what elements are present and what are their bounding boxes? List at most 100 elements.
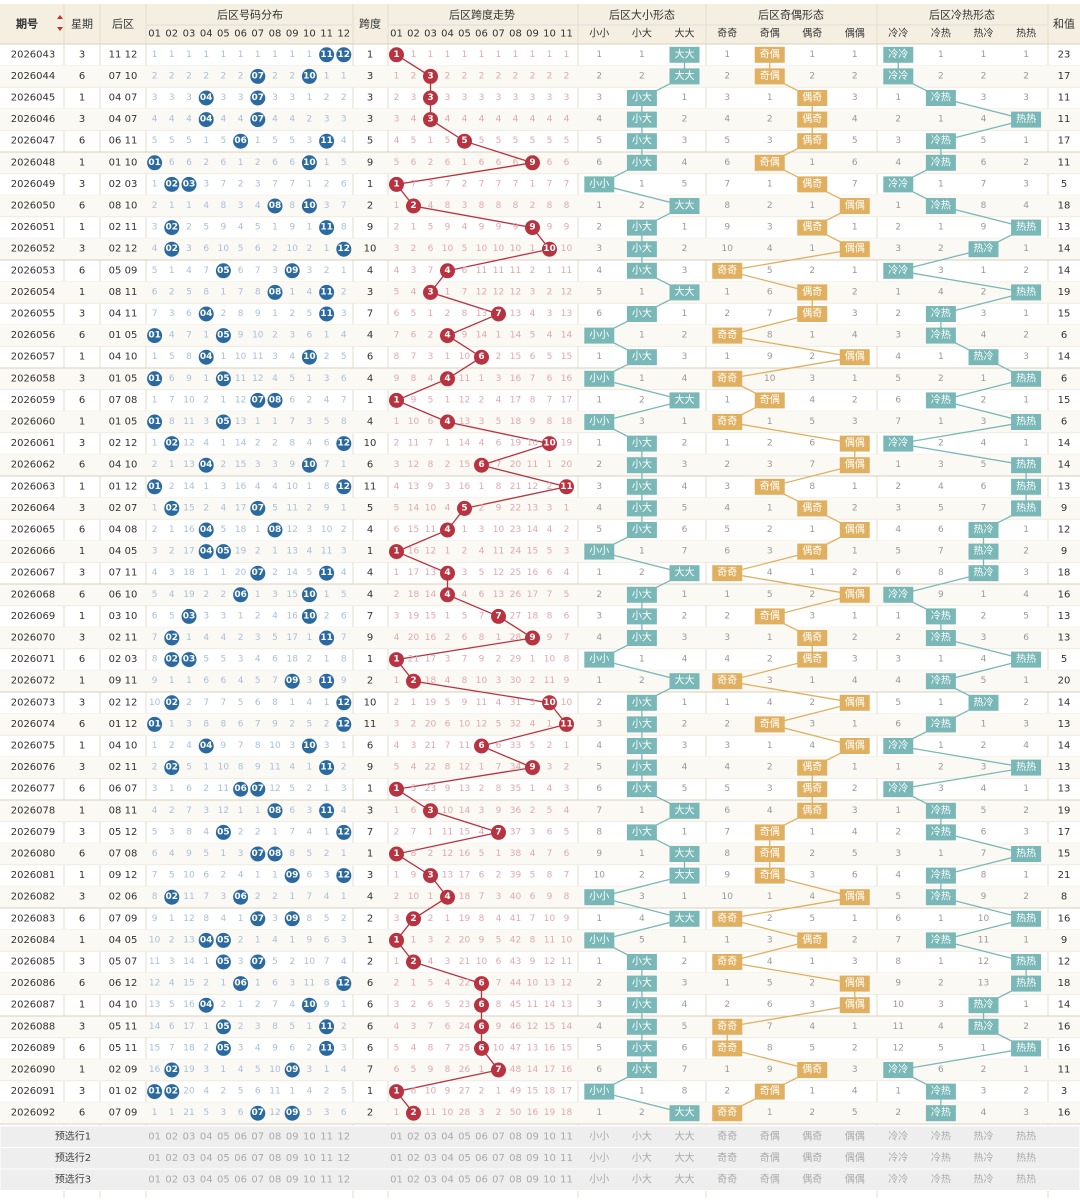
preselect-span[interactable]: 01: [390, 1131, 403, 1142]
preselect-span[interactable]: 03: [424, 1153, 437, 1164]
preselect-parity[interactable]: 奇奇: [717, 1129, 737, 1142]
preselect-hc[interactable]: 热冷: [974, 1129, 994, 1142]
preselect-num[interactable]: 06: [234, 1174, 247, 1185]
preselect-span[interactable]: 09: [526, 1131, 539, 1142]
preselect-size[interactable]: 大大: [675, 1151, 695, 1164]
preselect-parity[interactable]: 偶奇: [802, 1151, 822, 1164]
preselect-row[interactable]: 预选行1 01 02 03 04 05 06 07 08 09 10 11 12 01 02 03 04 05 06…: [0, 1125, 1080, 1148]
preselect-span[interactable]: 01: [390, 1153, 403, 1164]
preselect-hc[interactable]: 热冷: [974, 1172, 994, 1185]
preselect-span[interactable]: 08: [509, 1131, 522, 1142]
preselect-parity[interactable]: 奇偶: [760, 1172, 780, 1185]
preselect-span[interactable]: 04: [441, 1153, 454, 1164]
preselect-span[interactable]: 05: [458, 1153, 471, 1164]
preselect-span[interactable]: 05: [458, 1174, 471, 1185]
preselect-num[interactable]: 01: [148, 1153, 161, 1164]
preselect-span[interactable]: 04: [441, 1131, 454, 1142]
preselect-num[interactable]: 05: [217, 1174, 230, 1185]
preselect-num[interactable]: 09: [286, 1174, 299, 1185]
preselect-num[interactable]: 12: [337, 1174, 350, 1185]
preselect-parity[interactable]: 偶偶: [845, 1172, 865, 1185]
sort-down-icon[interactable]: [57, 27, 63, 31]
preselect-parity[interactable]: 偶奇: [802, 1172, 822, 1185]
preselect-num[interactable]: 07: [251, 1153, 264, 1164]
preselect-num[interactable]: 11: [320, 1131, 333, 1142]
preselect-num[interactable]: 12: [337, 1153, 350, 1164]
preselect-num[interactable]: 07: [251, 1174, 264, 1185]
preselect-num[interactable]: 05: [217, 1131, 230, 1142]
sort-up-icon[interactable]: [57, 15, 63, 19]
preselect-num[interactable]: 07: [251, 1131, 264, 1142]
preselect-num[interactable]: 10: [303, 1131, 316, 1142]
preselect-span[interactable]: 11: [560, 1174, 573, 1185]
preselect-size[interactable]: 小大: [632, 1151, 652, 1164]
preselect-row[interactable]: 预选行3 01 02 03 04 05 06 07 08 09 10 11 12 01 02 03 04 05 06…: [0, 1168, 1080, 1191]
preselect-span[interactable]: 07: [492, 1131, 505, 1142]
preselect-size[interactable]: 小小: [589, 1152, 609, 1164]
preselect-num[interactable]: 10: [303, 1174, 316, 1185]
preselect-parity[interactable]: 奇奇: [717, 1151, 737, 1164]
preselect-num[interactable]: 02: [165, 1174, 178, 1185]
preselect-hc[interactable]: 冷热: [931, 1151, 951, 1164]
preselect-parity[interactable]: 偶偶: [845, 1151, 865, 1164]
preselect-num[interactable]: 03: [183, 1131, 196, 1142]
preselect-span[interactable]: 05: [458, 1131, 471, 1142]
preselect-span[interactable]: 02: [407, 1174, 420, 1185]
preselect-size[interactable]: 小大: [632, 1172, 652, 1185]
preselect-num[interactable]: 02: [165, 1153, 178, 1164]
preselect-num[interactable]: 04: [200, 1131, 213, 1142]
preselect-num[interactable]: 11: [320, 1174, 333, 1185]
preselect-num[interactable]: 08: [269, 1131, 282, 1142]
preselect-size[interactable]: 大大: [675, 1172, 695, 1185]
preselect-row[interactable]: 预选行2 01 02 03 04 05 06 07 08 09 10 11 12 01 02 03 04 05 06…: [0, 1147, 1080, 1170]
preselect-num[interactable]: 09: [286, 1153, 299, 1164]
preselect-num[interactable]: 12: [337, 1131, 350, 1142]
preselect-num[interactable]: 01: [148, 1131, 161, 1142]
preselect-num[interactable]: 11: [320, 1153, 333, 1164]
preselect-parity[interactable]: 偶偶: [845, 1129, 865, 1142]
preselect-size[interactable]: 大大: [675, 1129, 695, 1142]
preselect-span[interactable]: 03: [424, 1174, 437, 1185]
preselect-num[interactable]: 09: [286, 1131, 299, 1142]
preselect-num[interactable]: 06: [234, 1153, 247, 1164]
preselect-num[interactable]: 08: [269, 1153, 282, 1164]
preselect-parity[interactable]: 奇偶: [760, 1129, 780, 1142]
preselect-num[interactable]: 08: [269, 1174, 282, 1185]
preselect-span[interactable]: 08: [509, 1174, 522, 1185]
preselect-hc[interactable]: 冷冷: [888, 1172, 908, 1185]
preselect-span[interactable]: 09: [526, 1174, 539, 1185]
preselect-num[interactable]: 06: [234, 1131, 247, 1142]
preselect-hc[interactable]: 热热: [1016, 1129, 1036, 1142]
preselect-span[interactable]: 09: [526, 1153, 539, 1164]
preselect-span[interactable]: 02: [407, 1131, 420, 1142]
preselect-hc[interactable]: 冷冷: [888, 1151, 908, 1164]
preselect-size[interactable]: 小大: [632, 1129, 652, 1142]
preselect-num[interactable]: 03: [183, 1153, 196, 1164]
preselect-span[interactable]: 06: [475, 1174, 488, 1185]
preselect-span[interactable]: 10: [543, 1153, 556, 1164]
preselect-span[interactable]: 11: [560, 1131, 573, 1142]
preselect-span[interactable]: 07: [492, 1153, 505, 1164]
preselect-hc[interactable]: 热冷: [974, 1151, 994, 1164]
preselect-parity[interactable]: 奇奇: [717, 1172, 737, 1185]
preselect-num[interactable]: 10: [303, 1153, 316, 1164]
preselect-span[interactable]: 06: [475, 1131, 488, 1142]
preselect-span[interactable]: 08: [509, 1153, 522, 1164]
preselect-num[interactable]: 03: [183, 1174, 196, 1185]
preselect-num[interactable]: 02: [165, 1131, 178, 1142]
preselect-num[interactable]: 05: [217, 1153, 230, 1164]
preselect-hc[interactable]: 热热: [1016, 1151, 1036, 1164]
preselect-hc[interactable]: 冷热: [931, 1172, 951, 1185]
preselect-num[interactable]: 04: [200, 1153, 213, 1164]
preselect-span[interactable]: 01: [390, 1174, 403, 1185]
preselect-hc[interactable]: 冷冷: [888, 1129, 908, 1142]
preselect-span[interactable]: 06: [475, 1153, 488, 1164]
preselect-size[interactable]: 小小: [589, 1173, 609, 1185]
preselect-num[interactable]: 01: [148, 1174, 161, 1185]
preselect-span[interactable]: 11: [560, 1153, 573, 1164]
preselect-parity[interactable]: 偶奇: [802, 1129, 822, 1142]
preselect-span[interactable]: 02: [407, 1153, 420, 1164]
preselect-span[interactable]: 03: [424, 1131, 437, 1142]
preselect-span[interactable]: 10: [543, 1174, 556, 1185]
preselect-span[interactable]: 04: [441, 1174, 454, 1185]
